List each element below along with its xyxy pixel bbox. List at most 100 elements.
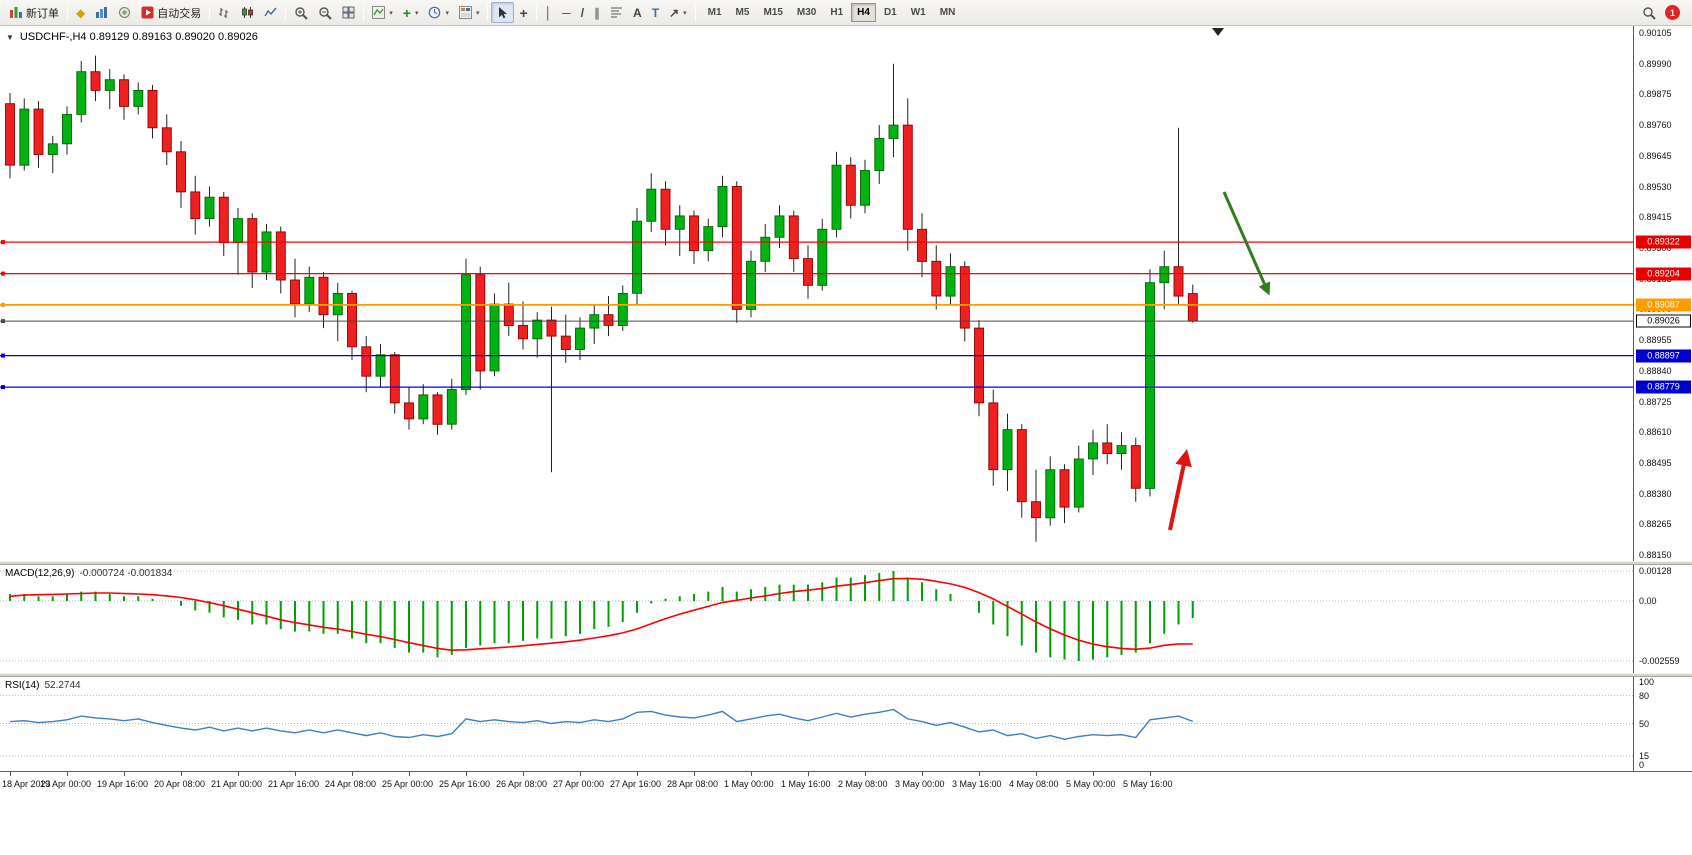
zoom-in-button[interactable] — [289, 2, 313, 23]
periods-button[interactable]: ▾ — [423, 2, 454, 23]
price-line-label: 0.89204 — [1636, 267, 1691, 281]
macd-canvas[interactable] — [0, 565, 1633, 673]
search-button[interactable] — [1637, 2, 1661, 23]
timeframe-w1-button[interactable]: W1 — [910, 7, 926, 18]
price-scale-label: 0.88610 — [1639, 427, 1672, 438]
time-axis-label: 4 May 08:00 — [1009, 779, 1059, 789]
new-order-button[interactable]: 新订单 — [4, 2, 64, 23]
time-axis-tick — [238, 772, 239, 776]
channel-icon: ∥ — [594, 5, 601, 20]
line-chart-button[interactable] — [259, 2, 282, 23]
time-axis-tick — [1150, 772, 1151, 776]
main-toolbar: 新订单 ◆ 自动交易 — [0, 0, 1692, 26]
time-axis-label: 21 Apr 00:00 — [211, 779, 263, 789]
templates-button[interactable]: ▾ — [454, 2, 485, 23]
rsi-scale-label: 15 — [1639, 751, 1650, 761]
dropdown-caret-icon: ▾ — [683, 9, 687, 17]
indicators-icon — [372, 6, 386, 19]
new-order-icon — [10, 7, 22, 18]
toolbar-separator — [67, 4, 68, 21]
macd-values: -0.000724 -0.001834 — [79, 568, 173, 579]
price-line-label: 0.88779 — [1636, 380, 1691, 394]
time-axis-label: 24 Apr 08:00 — [325, 779, 377, 789]
macd-scale-label: 0.00 — [1639, 596, 1657, 606]
timeframe-m5-button[interactable]: M5 — [735, 7, 750, 18]
price-line-label: 0.89026 — [1636, 314, 1691, 328]
time-axis-label: 28 Apr 08:00 — [667, 779, 719, 789]
channel-button[interactable]: ∥ — [589, 2, 605, 23]
crosshair-button[interactable]: + — [514, 2, 532, 23]
rsi-scale-label: 80 — [1639, 690, 1650, 701]
trendline-icon: / — [580, 5, 585, 20]
cursor-button[interactable] — [491, 2, 515, 23]
time-axis-tick — [523, 772, 524, 776]
rsi-panel[interactable]: RSI(14) 52.2744 — [0, 677, 1633, 770]
time-axis-tick — [865, 772, 866, 776]
timeframe-h1-button[interactable]: H1 — [830, 7, 844, 18]
metaeditor-icon: ◆ — [76, 5, 86, 20]
arrows-button[interactable]: ↗ ▾ — [664, 2, 692, 23]
rsi-label: RSI(14) 52.2744 — [5, 680, 81, 691]
timeframe-h4-button[interactable]: H4 — [851, 3, 876, 22]
market-watch-button[interactable] — [90, 2, 113, 23]
price-scale[interactable]: 0.90105 0.89990 0.89875 0.89760 0.89645 0.895… — [1633, 26, 1692, 771]
toolbar-separator — [535, 4, 537, 21]
autotrading-button[interactable]: 自动交易 — [136, 2, 206, 23]
dropdown-caret-icon: ▾ — [414, 9, 419, 17]
rsi-canvas[interactable] — [0, 677, 1633, 770]
notification-badge[interactable]: 1 — [1665, 5, 1680, 20]
chart-window: ▼ USDCHF-,H4 0.89129 0.89163 0.89020 0.8… — [0, 26, 1692, 855]
timeframe-m1-button[interactable]: M1 — [707, 7, 722, 18]
text-label-button[interactable]: T — [647, 2, 664, 23]
panel-divider[interactable] — [0, 561, 1692, 565]
timeframe-mn-button[interactable]: MN — [939, 7, 956, 18]
price-scale-label: 0.88265 — [1639, 519, 1672, 530]
candlestick-chart-icon — [242, 7, 254, 18]
rsi-scale-label: 50 — [1639, 718, 1650, 729]
price-scale-label: 0.88150 — [1639, 550, 1672, 561]
main-chart-canvas[interactable] — [0, 26, 1633, 561]
dropdown-caret-icon: ▾ — [389, 9, 393, 17]
trendline-button[interactable]: / — [576, 2, 589, 23]
bar-chart-button[interactable] — [213, 2, 236, 23]
add-indicator-button[interactable]: + ▾ — [398, 2, 424, 23]
time-axis-tick — [751, 772, 752, 776]
time-axis-tick — [979, 772, 980, 776]
macd-scale-label: 0.00128 — [1639, 566, 1672, 576]
time-axis-label: 3 May 16:00 — [952, 779, 1002, 789]
zoom-out-button[interactable] — [313, 2, 337, 23]
indicators-button[interactable]: ▾ — [367, 2, 398, 23]
time-axis-label: 19 Apr 00:00 — [40, 779, 92, 789]
panel-divider[interactable] — [0, 673, 1692, 677]
cursor-icon — [499, 7, 508, 19]
chart-menu-icon[interactable]: ▼ — [6, 32, 14, 42]
time-axis-label: 1 May 00:00 — [724, 779, 774, 789]
macd-label: MACD(12,26,9) -0.000724 -0.001834 — [5, 568, 172, 579]
templates-icon — [458, 6, 472, 19]
tile-windows-button[interactable] — [337, 2, 360, 23]
macd-scale-label: -0.002559 — [1639, 656, 1680, 666]
alerts-button[interactable] — [113, 2, 136, 23]
price-scale-label: 0.89875 — [1639, 89, 1672, 100]
candlestick-chart-button[interactable] — [236, 2, 259, 23]
fibonacci-button[interactable] — [605, 2, 628, 23]
chart-title-text: USDCHF-,H4 0.89129 0.89163 0.89020 0.890… — [19, 31, 258, 43]
metaeditor-button[interactable]: ◆ — [71, 2, 90, 23]
timeframe-m30-button[interactable]: M30 — [796, 7, 817, 18]
time-axis-label: 21 Apr 16:00 — [268, 779, 320, 789]
toolbar-separator — [694, 4, 696, 21]
add-indicator-icon: + — [402, 4, 411, 21]
vertical-line-button[interactable]: │ — [540, 2, 558, 23]
time-axis[interactable]: 18 Apr 2023 19 Apr 00:00 19 Apr 16:00 20 Ap… — [0, 771, 1692, 795]
autotrading-label: 自动交易 — [157, 7, 202, 20]
toolbar-separator — [363, 4, 365, 21]
text-button[interactable]: A — [628, 2, 647, 23]
price-scale-label: 0.89760 — [1639, 120, 1672, 131]
main-chart-panel[interactable]: ▼ USDCHF-,H4 0.89129 0.89163 0.89020 0.8… — [0, 26, 1633, 561]
toolbar-separator — [285, 4, 287, 21]
arrows-tool-icon: ↗ — [669, 5, 680, 20]
timeframe-d1-button[interactable]: D1 — [883, 7, 897, 18]
macd-panel[interactable]: MACD(12,26,9) -0.000724 -0.001834 — [0, 565, 1633, 673]
timeframe-m15-button[interactable]: M15 — [763, 7, 783, 18]
horizontal-line-button[interactable]: ─ — [557, 2, 576, 23]
